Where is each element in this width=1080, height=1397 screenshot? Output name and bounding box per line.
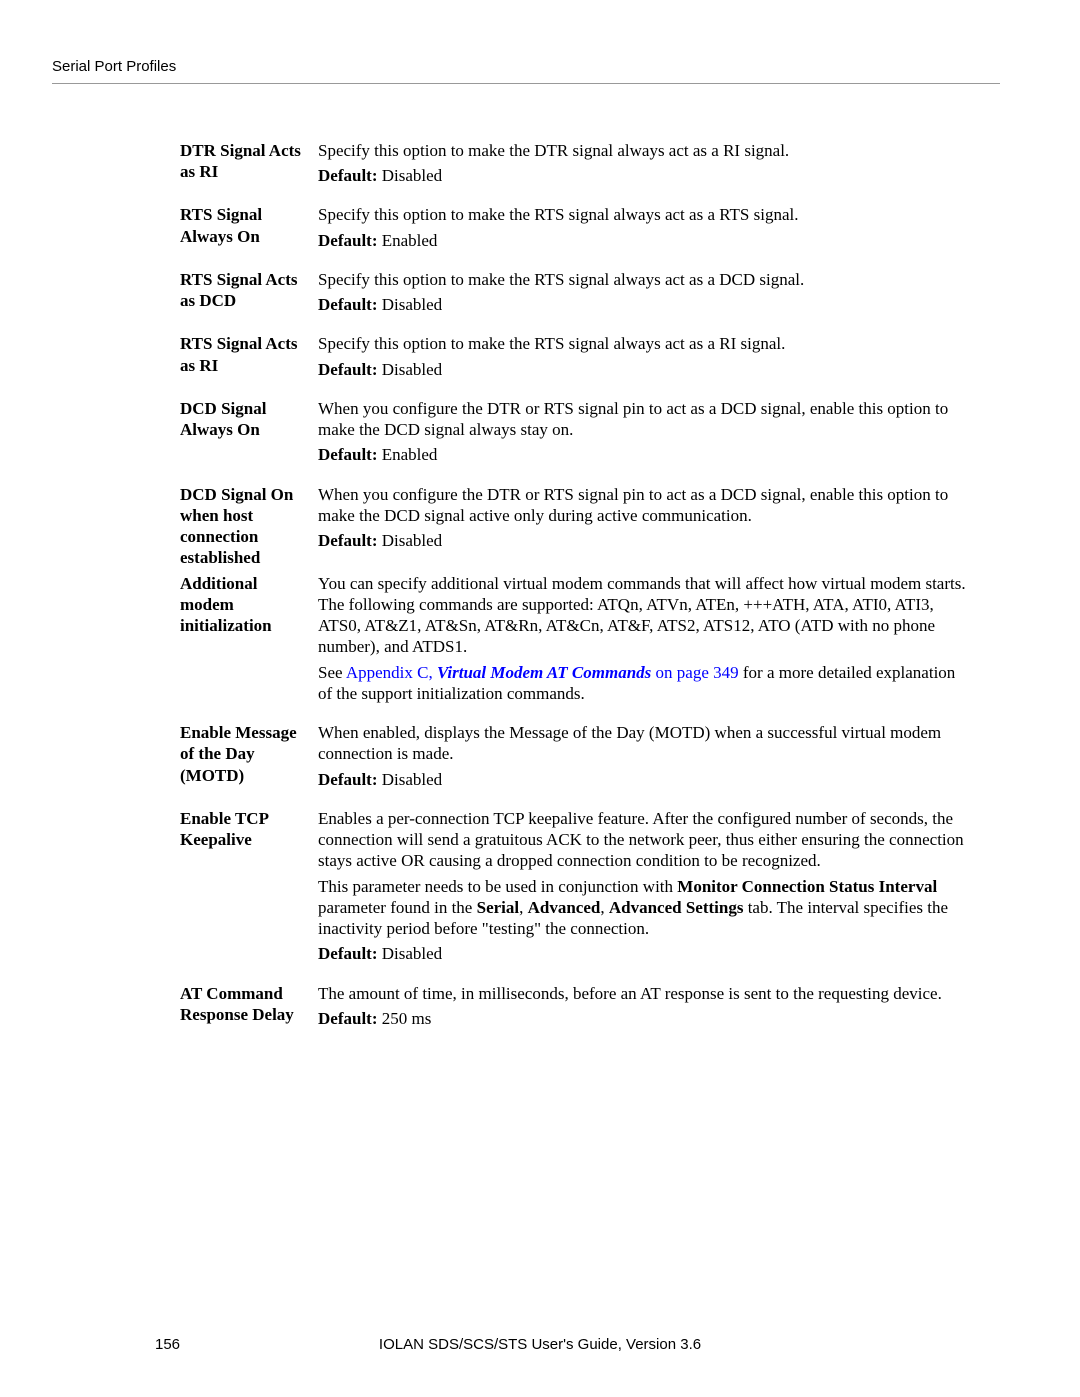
description-paragraph: When you configure the DTR or RTS signal… xyxy=(318,398,970,441)
description-paragraph: Specify this option to make the DTR sign… xyxy=(318,140,970,161)
default-value: Enabled xyxy=(377,445,437,464)
definition-row: Enable TCP KeepaliveEnables a per-connec… xyxy=(180,808,990,965)
default-value: Disabled xyxy=(377,944,442,963)
page-number: 156 xyxy=(155,1336,180,1355)
default-value: Disabled xyxy=(377,295,442,314)
default-line: Default: Enabled xyxy=(318,230,970,251)
text-run: parameter found in the xyxy=(318,898,477,917)
default-label: Default: xyxy=(318,944,377,963)
description: Enables a per-connection TCP keepalive f… xyxy=(318,808,990,965)
footer: 156 IOLAN SDS/SCS/STS User's Guide, Vers… xyxy=(0,1336,1080,1355)
default-line: Default: Disabled xyxy=(318,943,970,964)
default-label: Default: xyxy=(318,445,377,464)
bold-text: Advanced xyxy=(528,898,601,917)
default-value: Disabled xyxy=(377,360,442,379)
description: You can specify additional virtual modem… xyxy=(318,573,990,705)
definition-row: RTS Signal Acts as RISpecify this option… xyxy=(180,333,990,380)
default-line: Default: Disabled xyxy=(318,165,970,186)
definition-list: DTR Signal Acts as RISpecify this option… xyxy=(180,140,990,1029)
term: AT Command Response Delay xyxy=(180,983,318,1026)
header-rule xyxy=(52,83,1000,84)
default-label: Default: xyxy=(318,531,377,550)
description: When you configure the DTR or RTS signal… xyxy=(318,398,990,466)
text-run: , xyxy=(600,898,609,917)
definition-row: RTS Signal Always OnSpecify this option … xyxy=(180,204,990,251)
term: Additional modem initialization xyxy=(180,573,318,637)
text-run: , xyxy=(519,898,528,917)
definition-row: DCD Signal On when host connection estab… xyxy=(180,484,990,569)
term: Enable Message of the Day (MOTD) xyxy=(180,722,318,786)
bold-text: Serial xyxy=(477,898,520,917)
cross-reference-link[interactable]: Appendix C, xyxy=(346,663,437,682)
default-line: Default: 250 ms xyxy=(318,1008,970,1029)
default-label: Default: xyxy=(318,166,377,185)
term: DCD Signal On when host connection estab… xyxy=(180,484,318,569)
description-paragraph: Enables a per-connection TCP keepalive f… xyxy=(318,808,970,872)
description: When you configure the DTR or RTS signal… xyxy=(318,484,990,552)
bold-text: Monitor Connection Status Interval xyxy=(677,877,937,896)
default-label: Default: xyxy=(318,360,377,379)
term: RTS Signal Always On xyxy=(180,204,318,247)
term: Enable TCP Keepalive xyxy=(180,808,318,851)
default-line: Default: Enabled xyxy=(318,444,970,465)
description-paragraph: Specify this option to make the RTS sign… xyxy=(318,204,970,225)
default-label: Default: xyxy=(318,1009,377,1028)
default-value: Disabled xyxy=(377,531,442,550)
term: RTS Signal Acts as DCD xyxy=(180,269,318,312)
description: The amount of time, in milliseconds, bef… xyxy=(318,983,990,1030)
default-label: Default: xyxy=(318,295,377,314)
text-run: This parameter needs to be used in conju… xyxy=(318,877,677,896)
description-paragraph: Specify this option to make the RTS sign… xyxy=(318,269,970,290)
description: Specify this option to make the DTR sign… xyxy=(318,140,990,187)
cross-reference-link[interactable]: on page 349 xyxy=(651,663,738,682)
description-paragraph: This parameter needs to be used in conju… xyxy=(318,876,970,940)
description-paragraph: See Appendix C, Virtual Modem AT Command… xyxy=(318,662,970,705)
definition-row: Enable Message of the Day (MOTD)When ena… xyxy=(180,722,990,790)
default-label: Default: xyxy=(318,231,377,250)
definition-row: RTS Signal Acts as DCDSpecify this optio… xyxy=(180,269,990,316)
description: Specify this option to make the RTS sign… xyxy=(318,333,990,380)
default-value: Disabled xyxy=(377,166,442,185)
default-line: Default: Disabled xyxy=(318,359,970,380)
description-paragraph: When you configure the DTR or RTS signal… xyxy=(318,484,970,527)
bold-text: Advanced Settings xyxy=(609,898,744,917)
description-paragraph: The amount of time, in milliseconds, bef… xyxy=(318,983,970,1004)
page: Serial Port Profiles DTR Signal Acts as … xyxy=(0,0,1080,1397)
definition-row: AT Command Response DelayThe amount of t… xyxy=(180,983,990,1030)
definition-row: DCD Signal Always OnWhen you configure t… xyxy=(180,398,990,466)
description: Specify this option to make the RTS sign… xyxy=(318,204,990,251)
definition-row: DTR Signal Acts as RISpecify this option… xyxy=(180,140,990,187)
cross-reference-link[interactable]: Virtual Modem AT Commands xyxy=(437,663,651,682)
definition-row: Additional modem initializationYou can s… xyxy=(180,573,990,705)
header-title: Serial Port Profiles xyxy=(52,58,990,77)
default-value: 250 ms xyxy=(377,1009,431,1028)
default-value: Enabled xyxy=(377,231,437,250)
default-line: Default: Disabled xyxy=(318,769,970,790)
description-paragraph: You can specify additional virtual modem… xyxy=(318,573,970,658)
default-value: Disabled xyxy=(377,770,442,789)
term: DCD Signal Always On xyxy=(180,398,318,441)
description-paragraph: Specify this option to make the RTS sign… xyxy=(318,333,970,354)
default-label: Default: xyxy=(318,770,377,789)
default-line: Default: Disabled xyxy=(318,294,970,315)
term: DTR Signal Acts as RI xyxy=(180,140,318,183)
default-line: Default: Disabled xyxy=(318,530,970,551)
description: Specify this option to make the RTS sign… xyxy=(318,269,990,316)
description-paragraph: When enabled, displays the Message of th… xyxy=(318,722,970,765)
term: RTS Signal Acts as RI xyxy=(180,333,318,376)
description: When enabled, displays the Message of th… xyxy=(318,722,990,790)
text-run: See xyxy=(318,663,346,682)
